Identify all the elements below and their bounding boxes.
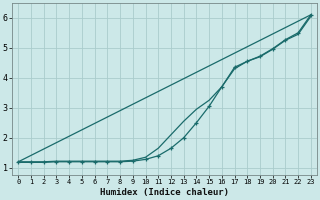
X-axis label: Humidex (Indice chaleur): Humidex (Indice chaleur) bbox=[100, 188, 229, 197]
